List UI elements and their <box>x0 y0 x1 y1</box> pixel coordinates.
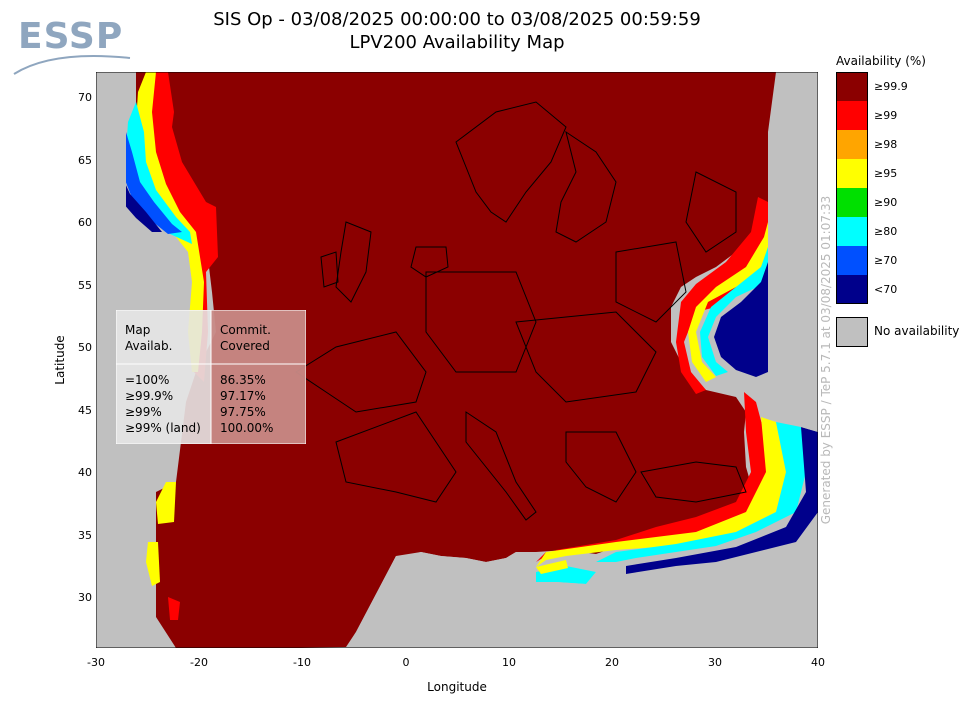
stats-row-right: 86.35% <box>220 373 266 387</box>
east-band-red <box>676 197 768 394</box>
stats-row-right: 97.17% <box>220 389 266 403</box>
y-tick: 35 <box>78 529 92 542</box>
west-band-blue <box>120 132 182 234</box>
y-tick: 65 <box>78 154 92 167</box>
y-tick: 45 <box>78 404 92 417</box>
africa-band-yellow <box>536 560 568 574</box>
stats-row-left: =100% <box>125 373 170 387</box>
legend-label: ≥98 <box>874 138 898 151</box>
logo-swoosh <box>13 55 131 75</box>
legend-swatch <box>836 275 868 304</box>
availability-region-top <box>136 72 776 648</box>
y-tick: 55 <box>78 279 92 292</box>
sw-band <box>156 482 176 524</box>
africa-land <box>346 552 536 648</box>
east-band-yellow <box>688 222 768 382</box>
title-line2: LPV200 Availability Map <box>349 32 565 53</box>
sw-red-band <box>168 597 180 620</box>
legend-label: ≥99.9 <box>874 80 908 93</box>
coastlines <box>295 101 747 521</box>
y-tick: 50 <box>78 341 92 354</box>
se-band-red <box>536 392 768 562</box>
no-availability-swatch <box>836 317 868 347</box>
essp-logo: ESSP <box>12 14 132 78</box>
x-tick: 10 <box>502 656 516 669</box>
se-band-darkblue <box>626 427 818 574</box>
stats-row-left: ≥99% (land) <box>125 421 201 435</box>
x-tick: -10 <box>293 656 311 669</box>
y-tick: 60 <box>78 216 92 229</box>
legend-label: ≥70 <box>874 254 898 267</box>
stats-table-bg <box>116 310 306 444</box>
stats-row-right: 97.75% <box>220 405 266 419</box>
stats-header-left: Map Availab. <box>125 323 173 353</box>
x-tick: -30 <box>87 656 105 669</box>
legend-swatch <box>836 159 868 188</box>
x-tick: 20 <box>605 656 619 669</box>
x-axis-label: Longitude <box>427 680 487 694</box>
x-tick: 40 <box>811 656 825 669</box>
y-tick: 40 <box>78 466 92 479</box>
east-land <box>768 72 818 432</box>
x-tick: -20 <box>190 656 208 669</box>
x-tick: 30 <box>708 656 722 669</box>
se-band-yellow <box>536 417 786 567</box>
no-availability-label: No availability <box>874 324 960 338</box>
legend-swatch <box>836 246 868 275</box>
map-title: SIS Op - 03/08/2025 00:00:00 to 03/08/20… <box>96 8 818 54</box>
legend-title: Availability (%) <box>836 54 926 68</box>
y-tick: 30 <box>78 591 92 604</box>
legend-swatch <box>836 130 868 159</box>
y-axis-label: Latitude <box>53 335 67 385</box>
legend-label: ≥95 <box>874 167 898 180</box>
stats-row-left: ≥99.9% <box>125 389 174 403</box>
east-band-cyan <box>700 247 768 376</box>
generated-by-footer: Generated by ESSP / TeP 5.7.1 at 03/08/2… <box>819 195 833 525</box>
se-band-cyan <box>596 422 806 562</box>
stats-row-right: 100.00% <box>220 421 274 435</box>
legend-swatch <box>836 188 868 217</box>
x-tick: 0 <box>402 656 410 669</box>
stats-row-left: ≥99% <box>125 405 162 419</box>
legend-label: <70 <box>874 283 898 296</box>
coverage-stats-table: Map Availab. Commit. Covered =100% 86.35… <box>116 310 306 444</box>
legend-swatch <box>836 217 868 246</box>
legend-label: ≥99 <box>874 109 898 122</box>
stats-header-right: Commit. Covered <box>220 323 271 353</box>
canaries-band <box>146 542 160 586</box>
legend-swatch <box>836 101 868 130</box>
legend-label: ≥80 <box>874 225 898 238</box>
legend-label: ≥90 <box>874 196 898 209</box>
west-band-cyan <box>126 102 192 244</box>
africa-land-east <box>536 572 626 648</box>
east-band-darkblue <box>714 262 768 377</box>
y-tick: 70 <box>78 91 92 104</box>
title-line1: SIS Op - 03/08/2025 00:00:00 to 03/08/20… <box>213 9 701 30</box>
legend-swatch <box>836 72 868 101</box>
logo-text: ESSP <box>18 16 124 57</box>
